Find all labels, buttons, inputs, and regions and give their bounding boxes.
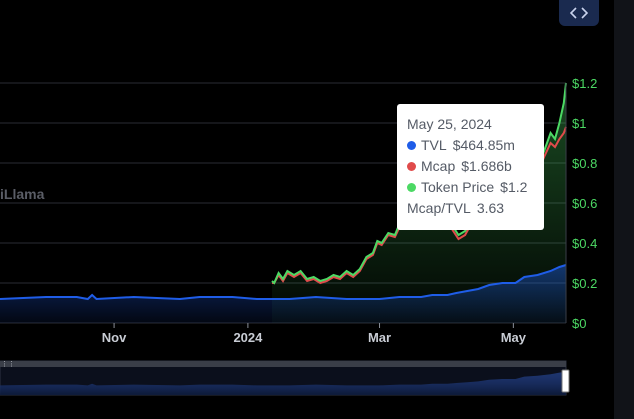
y-tick-label: $1.2 xyxy=(572,76,597,91)
tooltip-value: $464.85m xyxy=(452,137,515,153)
grid xyxy=(0,82,566,324)
x-tick-label: May xyxy=(501,330,527,345)
y-tick-label: $0.4 xyxy=(572,236,597,251)
tooltip-row-mcap: Mcap $1.686b xyxy=(407,156,534,177)
tvl-area xyxy=(0,265,566,323)
brush-top-bar[interactable] xyxy=(0,361,566,367)
tooltip-row-ratio: Mcap/TVL 3.63 xyxy=(407,198,534,219)
x-tick-label: Nov xyxy=(102,330,127,345)
tvl-dot-icon xyxy=(407,141,416,150)
watermark: iLlama xyxy=(0,186,45,202)
y-tick-label: $0.6 xyxy=(572,196,597,211)
brush-left-grip[interactable]: ⋮⋮ xyxy=(1,360,15,368)
tooltip-row-price: Token Price $1.2 xyxy=(407,177,534,198)
y-tick-label: $1 xyxy=(572,116,586,131)
tooltip-ratio-label: Mcap/TVL xyxy=(407,200,471,216)
tooltip-label: TVL xyxy=(421,137,447,153)
tooltip-value: $1.686b xyxy=(461,158,512,174)
range-brush[interactable]: ⋮⋮ xyxy=(0,360,570,396)
tvl-line xyxy=(0,264,567,301)
tooltip-label: Token Price xyxy=(421,179,495,195)
brush-area xyxy=(0,371,566,395)
axis-ticks: $0 $0.2 $0.4 $0.6 $0.8 $1 $1.2 Nov 2024 Mar May xyxy=(102,76,598,345)
tooltip-value: $1.2 xyxy=(500,179,528,195)
tooltip-ratio-value: 3.63 xyxy=(476,200,505,216)
mcap-dot-icon xyxy=(407,162,416,171)
tooltip-date: May 25, 2024 xyxy=(407,116,492,132)
side-panel xyxy=(614,0,634,419)
price-dot-icon xyxy=(407,183,416,192)
y-tick-label: $0.8 xyxy=(572,156,597,171)
chart-tooltip: May 25, 2024 TVL $464.85m Mcap $1.686b T… xyxy=(397,104,544,230)
embed-button[interactable] xyxy=(559,0,599,26)
tooltip-label: Mcap xyxy=(421,158,456,174)
y-tick-label: $0 xyxy=(572,316,586,331)
brush-right-handle[interactable] xyxy=(561,369,570,393)
tooltip-row-tvl: TVL $464.85m xyxy=(407,135,534,156)
x-tick-label: 2024 xyxy=(233,330,263,345)
y-tick-label: $0.2 xyxy=(572,276,597,291)
x-tick-label: Mar xyxy=(368,330,391,345)
code-brackets-icon xyxy=(570,7,588,19)
